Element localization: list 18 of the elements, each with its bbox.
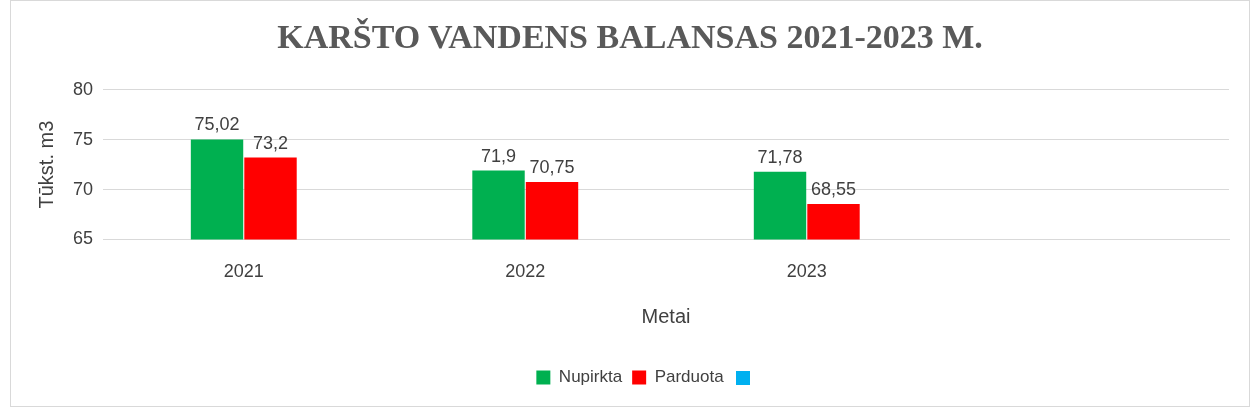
x-tick-label: 2023 xyxy=(786,261,827,282)
legend-label: Parduota xyxy=(654,367,725,387)
chart-title: KARŠTO VANDENS BALANSAS 2021-2023 M. xyxy=(277,18,983,56)
x-tick-label: 2021 xyxy=(223,261,264,282)
legend-label: Nupirkta xyxy=(558,367,623,387)
y-tick-label: 65 xyxy=(72,228,94,249)
data-label: 75,02 xyxy=(194,114,240,135)
x-axis-title: Metai xyxy=(641,304,691,327)
data-label: 70,75 xyxy=(529,157,575,178)
data-label: 71,9 xyxy=(481,145,517,166)
y-tick-label: 70 xyxy=(72,178,94,199)
y-axis-title: Tūkst. m3 xyxy=(34,120,57,209)
y-tick-label: 80 xyxy=(72,78,94,99)
y-tick-label: 75 xyxy=(72,128,94,149)
data-label: 68,55 xyxy=(810,178,857,199)
data-label: 71,78 xyxy=(757,146,803,167)
data-label: 73,2 xyxy=(252,132,289,153)
x-tick-label: 2022 xyxy=(505,261,546,282)
